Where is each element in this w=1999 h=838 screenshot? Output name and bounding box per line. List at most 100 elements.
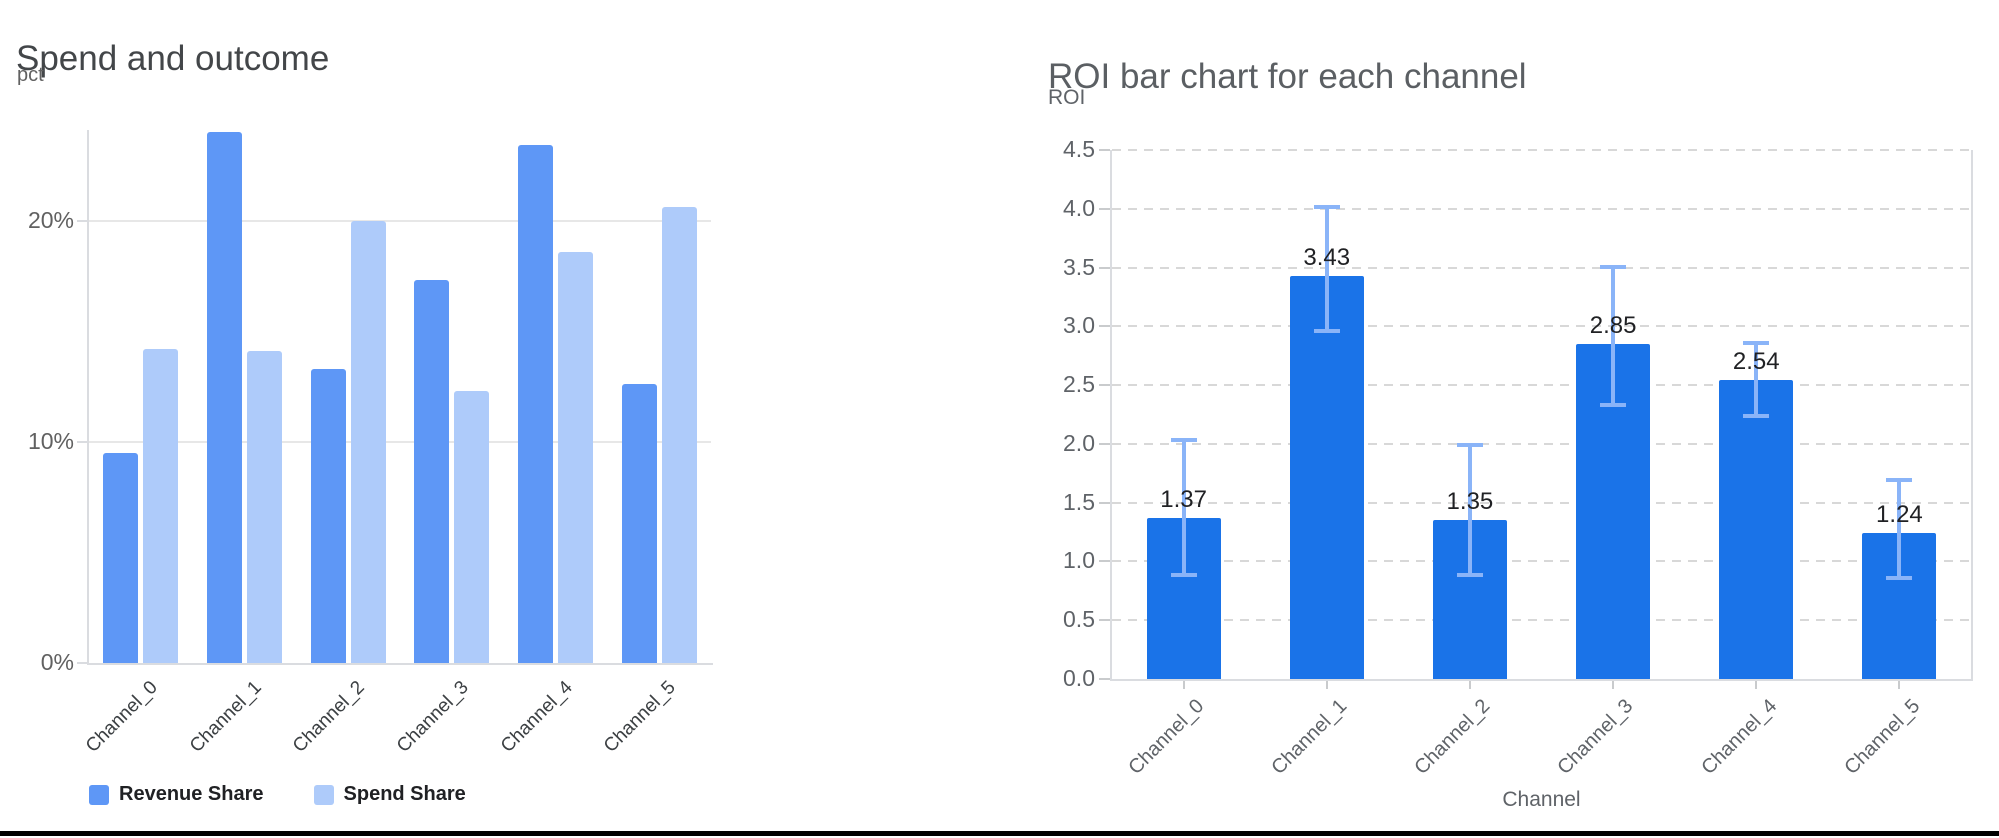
dashed-gridline (1112, 619, 1971, 622)
plot-border-right (1971, 150, 1973, 681)
dashed-gridline (1112, 501, 1971, 504)
x-tick-label: Channel_2 (289, 677, 370, 757)
dashed-gridline (1112, 560, 1971, 563)
error-bar-cap-bottom (1886, 576, 1913, 581)
bar-roi-channel_1[interactable] (1289, 275, 1364, 679)
y-tick-label: 0.0 (1063, 665, 1095, 691)
y-tick-mark (1099, 442, 1110, 445)
bar-value-label: 2.54 (1732, 348, 1780, 376)
x-tick-label: Channel_3 (1553, 695, 1638, 779)
y-tick-mark (1099, 325, 1110, 328)
legend-item-revenue-share[interactable]: Revenue Share (89, 783, 264, 806)
error-bar-cap-top (1456, 442, 1483, 447)
dashed-gridline (1112, 325, 1971, 328)
dashed-gridline (1112, 266, 1971, 269)
x-tick-label: Channel_4 (1696, 695, 1781, 779)
roi-y-axis-label: ROI (1048, 86, 1086, 109)
error-bar-line (1181, 439, 1186, 576)
y-tick-mark (1099, 619, 1110, 622)
spend-outcome-chart-title: Spend and outcome (16, 39, 330, 79)
error-bar-line (1324, 206, 1329, 333)
bar-roi-channel_4[interactable] (1719, 380, 1794, 679)
x-tick-label: Channel_0 (81, 677, 162, 757)
roi-plot-area: 0.0 0.5 1.0 1.5 2.0 2.5 3.0 3.5 4.0 4.5 1.37 Channe… (1063, 136, 1973, 779)
y-tick-mark (1099, 207, 1110, 210)
error-bar-cap-top (1313, 205, 1340, 210)
y-tick-label: 1.5 (1063, 488, 1095, 515)
legend-item-spend-share[interactable]: Spend Share (313, 783, 466, 806)
x-tick-label: Channel_5 (600, 677, 681, 757)
y-tick-mark (77, 219, 87, 222)
bar-value-label: 2.85 (1589, 311, 1637, 339)
spend-outcome-plot-area: 0% 10% 20% Channel_0 Channel_1 Channel_2 Chann… (28, 130, 713, 757)
y-tick-label: 2.5 (1063, 371, 1095, 398)
bar-value-label: 1.35 (1446, 488, 1494, 516)
gridline (89, 440, 711, 443)
x-tick-mark (1468, 681, 1471, 689)
y-tick-label: 10% (27, 427, 74, 454)
error-bar-cap-bottom (1313, 329, 1340, 334)
error-bar-cap-top (1743, 340, 1770, 345)
bar-spend-share-channel_5[interactable] (661, 207, 697, 663)
gridline (89, 219, 711, 222)
dashed-gridline (1112, 384, 1971, 387)
legend-label: Revenue Share (119, 783, 264, 805)
error-bar-cap-top (1600, 265, 1627, 270)
bar-revenue-share-channel_4[interactable] (518, 145, 553, 663)
error-bar-cap-top (1170, 438, 1197, 443)
plot-border-left (1110, 150, 1112, 681)
y-tick-label: 4.5 (1063, 136, 1095, 162)
y-tick-label: 0.5 (1063, 606, 1095, 633)
x-tick-label: Channel_5 (1840, 695, 1924, 779)
dashed-gridline (1112, 207, 1971, 210)
bar-revenue-share-channel_3[interactable] (414, 280, 450, 663)
x-tick-mark (1898, 681, 1901, 689)
bar-revenue-share-channel_2[interactable] (310, 368, 346, 663)
bar-spend-share-channel_3[interactable] (454, 390, 490, 663)
error-bar-cap-top (1886, 478, 1913, 483)
y-axis-line (87, 130, 89, 665)
x-tick-mark (1755, 681, 1758, 689)
bar-value-label: 3.43 (1303, 243, 1351, 271)
y-tick-mark (1099, 266, 1110, 269)
dashed-gridline (1112, 442, 1971, 445)
y-tick-mark (77, 662, 87, 664)
spend-outcome-y-axis-unit: pct (17, 64, 44, 86)
y-tick-mark (77, 440, 87, 443)
error-bar-line (1754, 341, 1759, 417)
x-tick-label: Channel_1 (1267, 695, 1352, 779)
error-bar-cap-bottom (1600, 403, 1627, 408)
y-tick-mark (1099, 384, 1110, 387)
error-bar-line (1467, 443, 1472, 576)
bar-spend-share-channel_2[interactable] (350, 220, 386, 663)
bar-spend-share-channel_0[interactable] (143, 348, 179, 663)
y-tick-mark (1099, 501, 1110, 504)
error-bar-line (1897, 479, 1902, 580)
bar-spend-share-channel_4[interactable] (558, 251, 593, 663)
x-tick-label: Channel_0 (1124, 695, 1209, 779)
y-tick-label: 3.5 (1063, 253, 1095, 280)
dashed-gridline (1112, 149, 1971, 151)
y-tick-mark (1099, 149, 1110, 151)
spend-outcome-legend: Revenue Share Spend Share (89, 783, 466, 806)
bar-spend-share-channel_1[interactable] (247, 351, 282, 663)
x-axis-baseline (87, 663, 713, 665)
y-tick-label: 3.0 (1063, 312, 1095, 339)
bar-revenue-share-channel_0[interactable] (103, 452, 139, 663)
error-bar-cap-bottom (1170, 572, 1197, 577)
x-tick-label: Channel_1 (185, 677, 266, 757)
bar-revenue-share-channel_5[interactable] (621, 384, 657, 663)
y-tick-label: 2.0 (1063, 429, 1095, 456)
y-tick-mark (1099, 678, 1110, 680)
y-tick-label: 20% (27, 206, 74, 233)
x-tick-mark (1612, 681, 1615, 689)
error-bar-line (1611, 266, 1616, 407)
y-tick-label: 1.0 (1063, 547, 1095, 574)
x-tick-label: Channel_4 (496, 677, 577, 757)
roi-x-axis-label: Channel (1502, 788, 1581, 811)
y-tick-label: 4.0 (1063, 194, 1095, 221)
bar-revenue-share-channel_1[interactable] (207, 132, 242, 663)
x-tick-label: Channel_3 (392, 677, 473, 757)
legend-label: Spend Share (343, 783, 466, 805)
